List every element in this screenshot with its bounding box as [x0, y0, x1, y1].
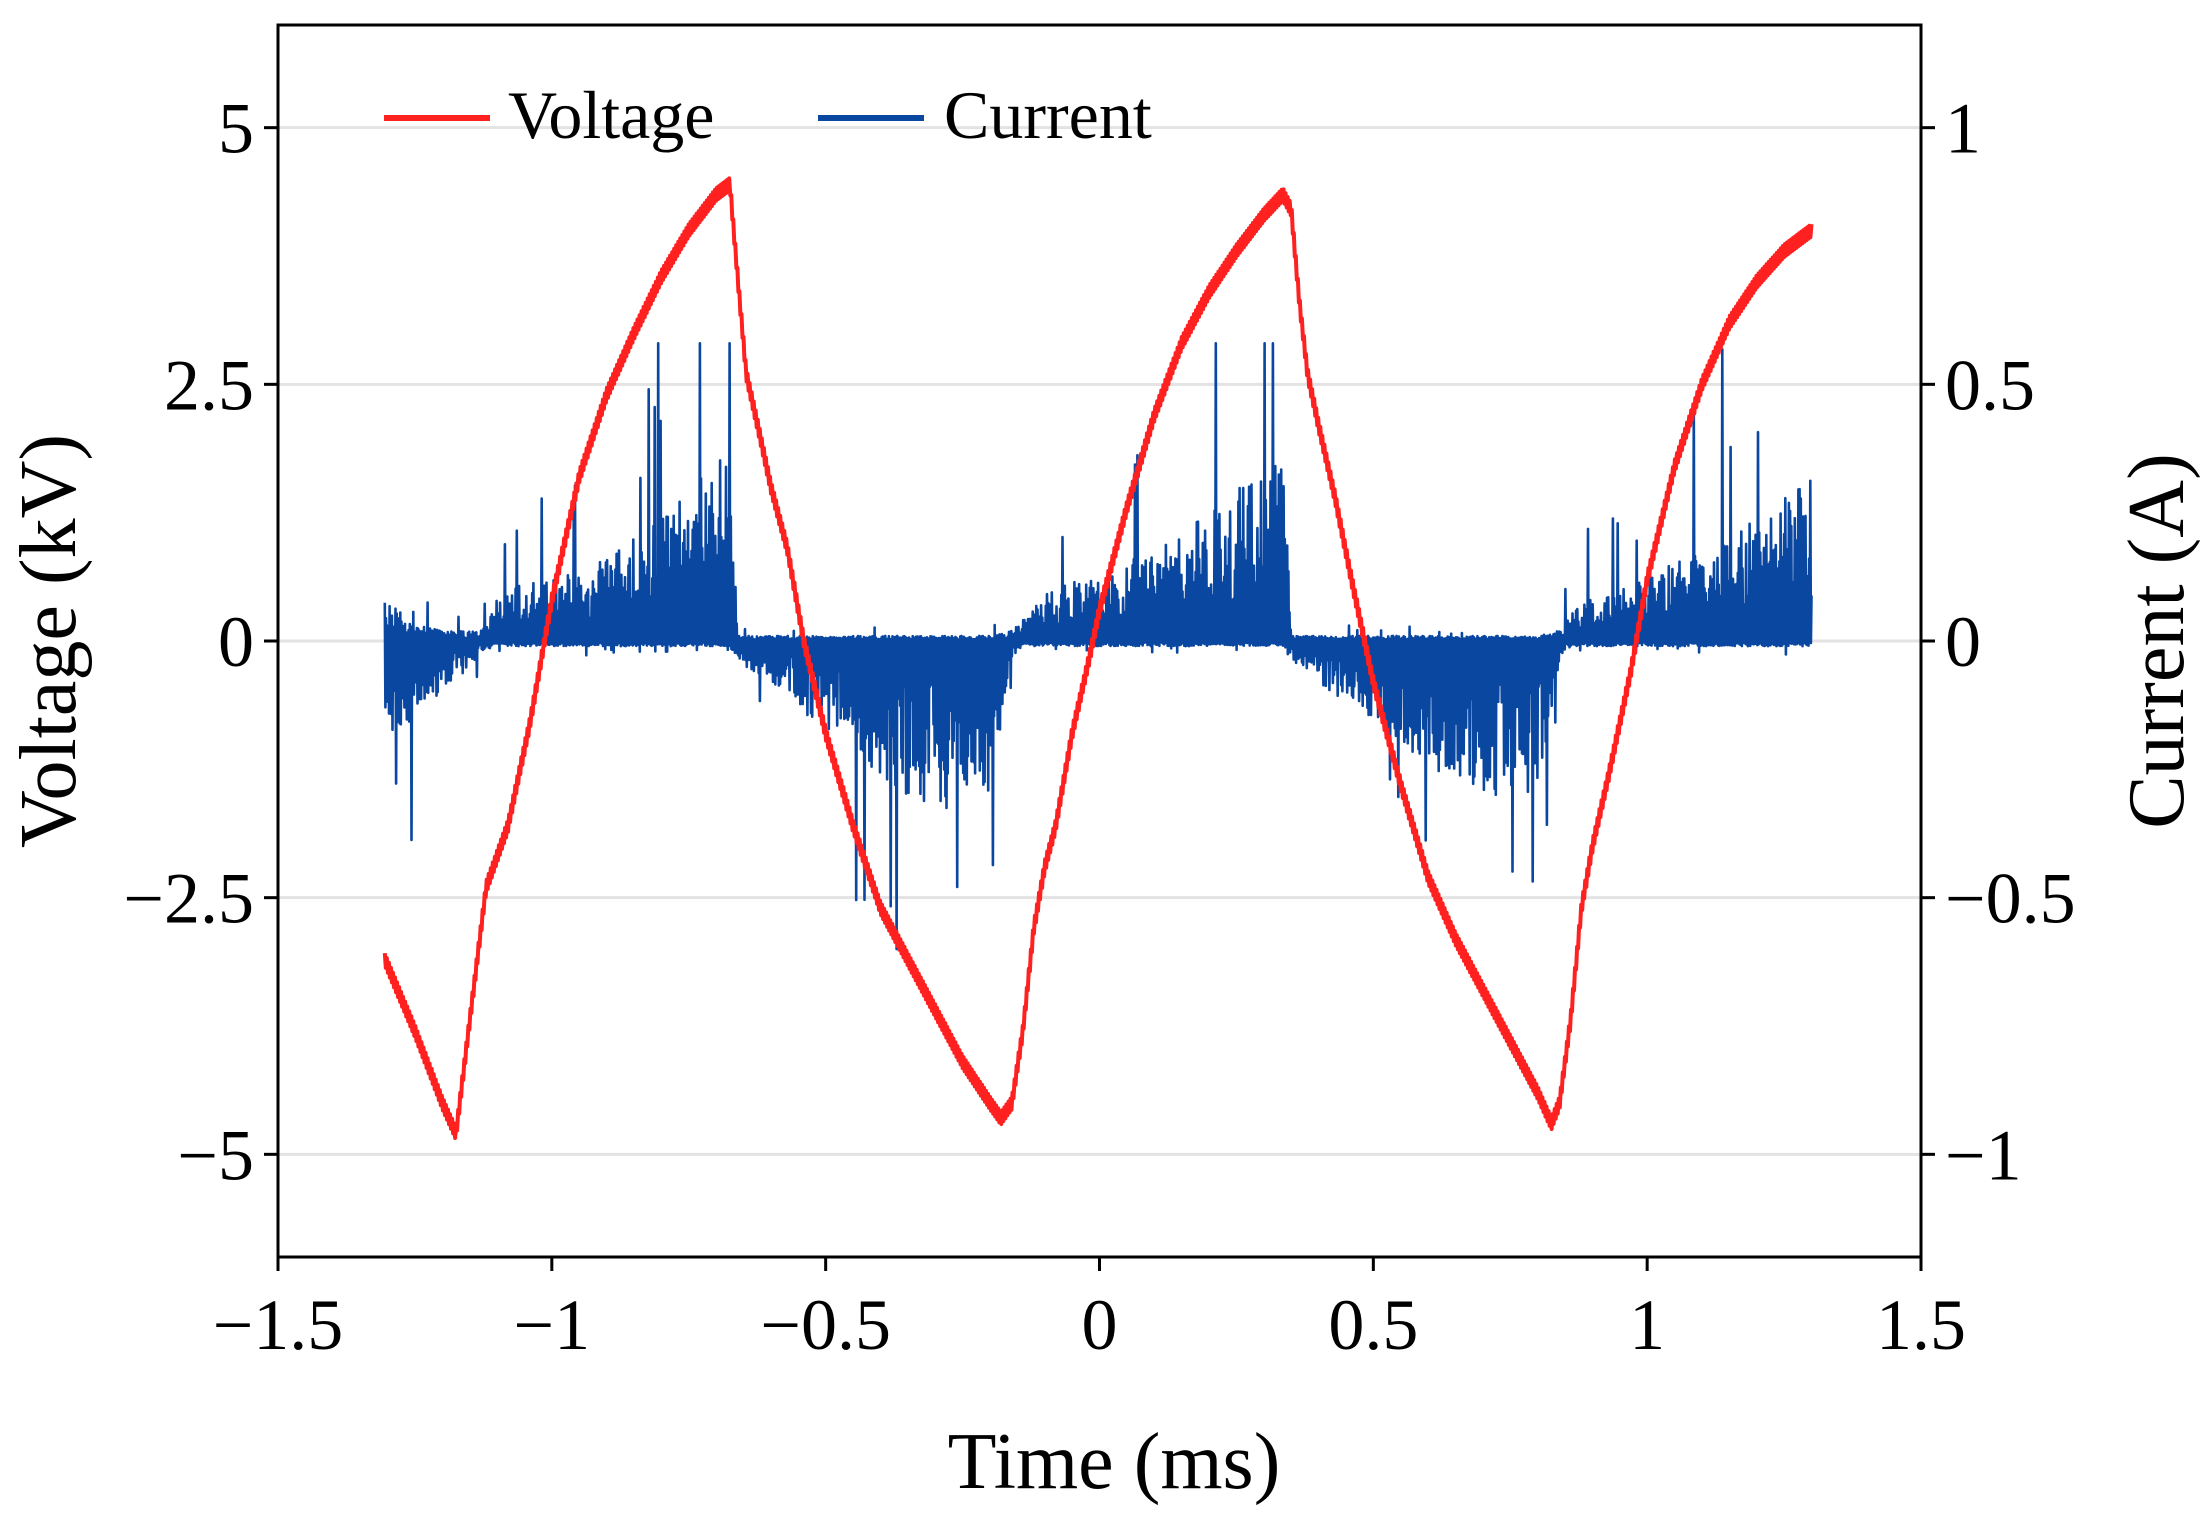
- x-tick-label: −1: [514, 1285, 591, 1365]
- x-axis-title: Time (ms): [948, 1418, 1281, 1506]
- legend-current-label: Current: [944, 77, 1152, 153]
- plot-area: [382, 176, 1814, 1140]
- voltage-series-line: [382, 176, 1814, 1140]
- current-series-line: [383, 342, 1813, 951]
- y2-axis-title: Current (A): [2113, 453, 2201, 828]
- y2-tick-label: −1: [1945, 1115, 2022, 1195]
- x-tick-label: 1.5: [1876, 1285, 1966, 1365]
- y-axis-title: Voltage (kV): [5, 434, 93, 848]
- y-tick-label: 5: [218, 89, 254, 169]
- legend-voltage-label: Voltage: [508, 77, 715, 153]
- axis-ticks: 5 2.5 0 −2.5 −5 1 0.5 0 −0.5 −1 −1.5 −1 −0.5 0 0.5 1 1.5: [123, 89, 2075, 1365]
- legend: Voltage Current: [384, 77, 1152, 153]
- y2-tick-label: 0.5: [1945, 345, 2035, 425]
- y2-tick-label: 0: [1945, 602, 1981, 682]
- y2-tick-label: −0.5: [1945, 859, 2076, 939]
- x-tick-label: 0: [1082, 1285, 1118, 1365]
- y-tick-label: −2.5: [123, 859, 254, 939]
- y-tick-label: 0: [218, 602, 254, 682]
- x-tick-label: −0.5: [760, 1285, 891, 1365]
- y-tick-label: −5: [177, 1115, 254, 1195]
- y2-tick-label: 1: [1945, 89, 1981, 169]
- x-tick-label: −1.5: [213, 1285, 344, 1365]
- x-tick-label: 0.5: [1328, 1285, 1418, 1365]
- y-tick-label: 2.5: [164, 345, 254, 425]
- x-tick-label: 1: [1629, 1285, 1665, 1365]
